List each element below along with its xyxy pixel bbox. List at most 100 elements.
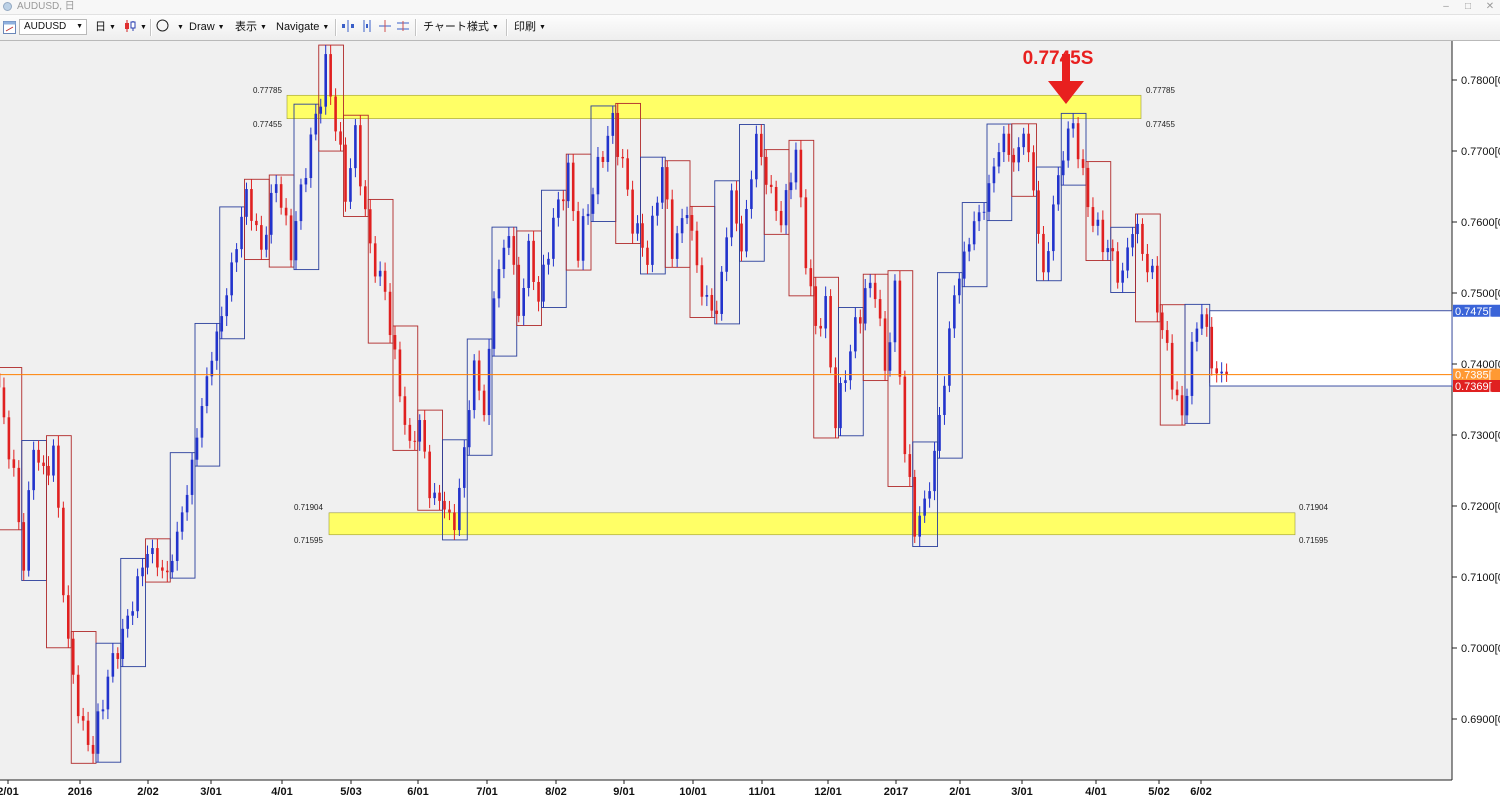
candle[interactable] — [2, 387, 6, 418]
candle[interactable] — [809, 268, 813, 287]
resistance-zone[interactable] — [286, 94, 1142, 119]
candle[interactable] — [497, 269, 501, 299]
candle[interactable] — [1086, 167, 1090, 208]
candle[interactable] — [235, 249, 238, 263]
candle[interactable] — [1091, 207, 1095, 226]
candle[interactable] — [1126, 247, 1129, 271]
candle[interactable] — [784, 190, 788, 226]
candle[interactable] — [151, 548, 154, 554]
candle[interactable] — [665, 167, 669, 200]
candle[interactable] — [7, 417, 11, 460]
candle[interactable] — [576, 211, 580, 261]
candle[interactable] — [794, 149, 798, 183]
candle[interactable] — [71, 638, 75, 675]
candle[interactable] — [255, 220, 258, 226]
candle[interactable] — [141, 567, 144, 577]
candle[interactable] — [339, 131, 342, 145]
candle[interactable] — [670, 199, 674, 259]
candle[interactable] — [522, 287, 525, 316]
candle[interactable] — [863, 288, 867, 324]
candle[interactable] — [1106, 248, 1110, 253]
candle[interactable] — [611, 112, 615, 136]
candle[interactable] — [200, 406, 204, 438]
candle[interactable] — [1032, 152, 1035, 191]
candle[interactable] — [146, 553, 149, 568]
candle[interactable] — [86, 720, 90, 745]
candle[interactable] — [1042, 233, 1045, 273]
candle[interactable] — [294, 221, 298, 261]
candle[interactable] — [428, 451, 431, 499]
candle[interactable] — [314, 113, 318, 135]
candle[interactable] — [17, 467, 21, 523]
candle[interactable] — [715, 310, 719, 314]
candle[interactable] — [943, 385, 946, 415]
candle[interactable] — [190, 459, 194, 495]
candle[interactable] — [854, 317, 857, 352]
candle[interactable] — [1165, 330, 1169, 343]
candle[interactable] — [507, 236, 511, 248]
candle[interactable] — [987, 183, 991, 212]
candle[interactable] — [299, 184, 303, 222]
candle[interactable] — [651, 215, 654, 265]
candle[interactable] — [606, 135, 610, 163]
maximize-icon[interactable]: □ — [1464, 1, 1472, 12]
candle[interactable] — [1027, 133, 1030, 153]
candle[interactable] — [586, 213, 590, 217]
candle[interactable] — [220, 316, 224, 332]
candle[interactable] — [284, 207, 288, 216]
candle[interactable] — [774, 186, 778, 211]
candle[interactable] — [265, 234, 268, 250]
candle[interactable] — [581, 216, 585, 261]
candle[interactable] — [1220, 371, 1223, 374]
candle[interactable] — [344, 144, 347, 202]
candle[interactable] — [180, 512, 184, 532]
candle[interactable] — [542, 264, 545, 302]
candle[interactable] — [453, 512, 456, 531]
candle[interactable] — [571, 162, 575, 212]
candle[interactable] — [354, 125, 357, 169]
candle[interactable] — [873, 282, 877, 300]
candle[interactable] — [1195, 328, 1199, 342]
candle[interactable] — [269, 192, 273, 235]
candle[interactable] — [834, 367, 837, 429]
candle[interactable] — [958, 278, 961, 296]
candle[interactable] — [210, 360, 214, 377]
candle[interactable] — [1111, 248, 1115, 252]
candle[interactable] — [562, 199, 565, 202]
candle[interactable] — [225, 295, 228, 317]
candle[interactable] — [1190, 341, 1194, 396]
candle[interactable] — [62, 507, 65, 596]
candle[interactable] — [27, 490, 30, 571]
draw-menu[interactable]: Draw ▼ — [189, 15, 225, 40]
candle[interactable] — [997, 152, 1001, 167]
candle[interactable] — [1017, 147, 1020, 163]
candle[interactable] — [205, 376, 209, 407]
candle[interactable] — [91, 744, 95, 754]
candle[interactable] — [646, 247, 649, 265]
candle[interactable] — [695, 230, 699, 266]
candle[interactable] — [1205, 314, 1209, 327]
chart-type-menu[interactable]: ▼ — [123, 15, 147, 40]
candle[interactable] — [878, 299, 882, 319]
candle[interactable] — [557, 199, 560, 218]
candle[interactable] — [1160, 312, 1164, 331]
candle[interactable] — [334, 96, 337, 132]
candle[interactable] — [1081, 159, 1085, 168]
candle[interactable] — [250, 189, 253, 221]
candle[interactable] — [12, 459, 16, 468]
candle[interactable] — [918, 515, 921, 537]
candle[interactable] — [482, 390, 486, 416]
candle[interactable] — [309, 134, 313, 179]
candle[interactable] — [596, 156, 600, 195]
candle[interactable] — [487, 348, 491, 416]
candle[interactable] — [443, 500, 446, 510]
candle[interactable] — [319, 106, 323, 114]
candle[interactable] — [274, 184, 278, 193]
candle[interactable] — [938, 414, 941, 451]
candle[interactable] — [839, 382, 842, 429]
candle[interactable] — [472, 360, 476, 411]
candle[interactable] — [393, 335, 397, 350]
candle[interactable] — [685, 215, 689, 219]
candle[interactable] — [769, 184, 773, 187]
candle[interactable] — [913, 476, 917, 537]
